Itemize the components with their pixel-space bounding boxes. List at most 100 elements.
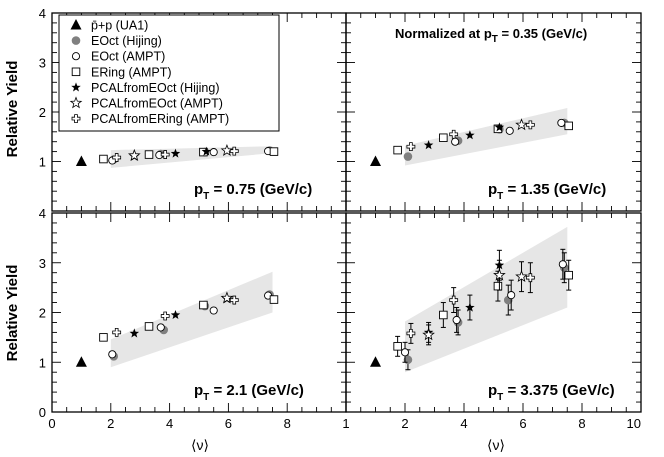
data-point [75,155,87,166]
data-point [170,309,181,320]
legend-label: PCALfromERing (AMPT) [91,112,229,126]
data-point [199,300,208,310]
data-point [525,120,535,130]
pt-label: pT = 2.1 (GeV/c) [194,382,304,403]
data-point [112,153,122,162]
data-point [423,140,434,150]
systematic-band [405,226,568,373]
data-point [465,302,475,312]
panel-tr: pT = 1.35 (GeV/c) [345,12,642,212]
y-tick-label: 4 [39,6,46,21]
data-point [439,133,448,142]
series-open-square [99,295,279,342]
data-point [370,155,381,166]
systematic-band [405,108,568,166]
normalization-note: Normalized at pT = 0.35 (GeV/c) [395,26,587,45]
y-axis-title-top: Relative Yield [4,61,21,158]
legend-marker-open-circle [71,52,81,61]
x-tick-label: 2 [401,416,408,431]
x-tick-label: 2 [107,416,114,431]
legend-label: p̄+p (UA1) [91,19,148,33]
y-tick-label: 0 [39,405,46,420]
data-point [558,260,567,269]
data-point [144,322,154,331]
data-point [494,122,505,132]
y-axis-title-bottom: Relative Yield [4,265,21,362]
legend-label: EOct (AMPT) [91,50,165,64]
legend-marker-filled-triangle [70,19,82,30]
series-open-circle [108,291,273,359]
data-point [220,143,234,156]
y-tick-label: 3 [39,56,46,71]
data-point [515,270,528,283]
series-open-circle [400,248,567,363]
series-open-circle [451,118,566,146]
x-tick-label: 8 [578,416,585,431]
legend-label: ERing (AMPT) [91,65,172,79]
data-point [465,130,475,140]
data-point [209,306,218,315]
legend-label: PCALfromEOct (AMPT) [91,97,223,111]
y-tick-label: 2 [39,306,46,321]
pt-label: pT = 3.375 (GeV/c) [488,382,615,403]
series-open-cross [406,262,535,344]
data-point [393,342,402,351]
data-point [451,137,460,146]
panel-bl: pT = 2.1 (GeV/c) [51,212,347,413]
legend-label: EOct (Hijing) [91,34,162,48]
x-tick-label: 1 [342,416,349,431]
legend-label: PCALfromEOct (Hijing) [91,81,220,95]
data-point [170,148,181,158]
data-point [144,150,154,159]
data-point [403,152,413,161]
series-open-cross [112,295,239,337]
data-point [229,295,239,305]
pt-label: pT = 0.75 (GeV/c) [194,181,312,202]
data-point [564,270,573,280]
data-point [229,146,239,156]
data-point [507,291,516,300]
data-point [129,328,140,338]
series-open-star [220,291,234,304]
panel-br: pT = 3.375 (GeV/c) [345,212,642,413]
x-tick-label: 10 [627,416,641,431]
series-filled-triangle [75,356,87,367]
data-point [269,147,279,156]
data-point [75,356,87,367]
x-tick-label: 6 [519,416,526,431]
data-point [156,323,165,332]
x-tick-label: 4 [460,416,467,431]
data-point [452,315,461,325]
pt-label: pT = 1.35 (GeV/c) [488,181,606,202]
x-tick-label: 4 [166,416,173,431]
x-axis-title-left: ⟨ν⟩ [191,437,209,453]
series-open-star [422,259,528,346]
data-point [525,273,535,283]
data-point [557,118,566,127]
x-tick-label: 8 [284,416,291,431]
data-point [564,121,573,131]
data-point [505,126,514,135]
series-open-cross [406,120,535,152]
legend-marker-filled-star [71,82,81,92]
data-point [99,154,108,164]
data-point [493,281,503,291]
y-tick-label: 4 [39,206,46,221]
legend-marker-open-square [71,67,81,77]
series-filled-triangle [75,155,87,166]
series-filled-triangle [370,155,381,166]
data-point [209,148,218,157]
legend-marker-open-cross [71,114,81,123]
legend: p̄+p (UA1)EOct (Hijing) EOct (AMPT)ERing … [58,14,280,132]
x-axis-title-right: ⟨ν⟩ [487,437,505,453]
data-point [493,268,506,281]
y-tick-label: 3 [39,256,46,271]
legend-box [58,14,280,132]
series-open-square [393,259,573,357]
data-point [422,328,435,341]
y-tick-label: 1 [39,355,46,370]
systematic-band [110,271,273,368]
data-point [515,118,528,131]
data-point [160,311,170,321]
